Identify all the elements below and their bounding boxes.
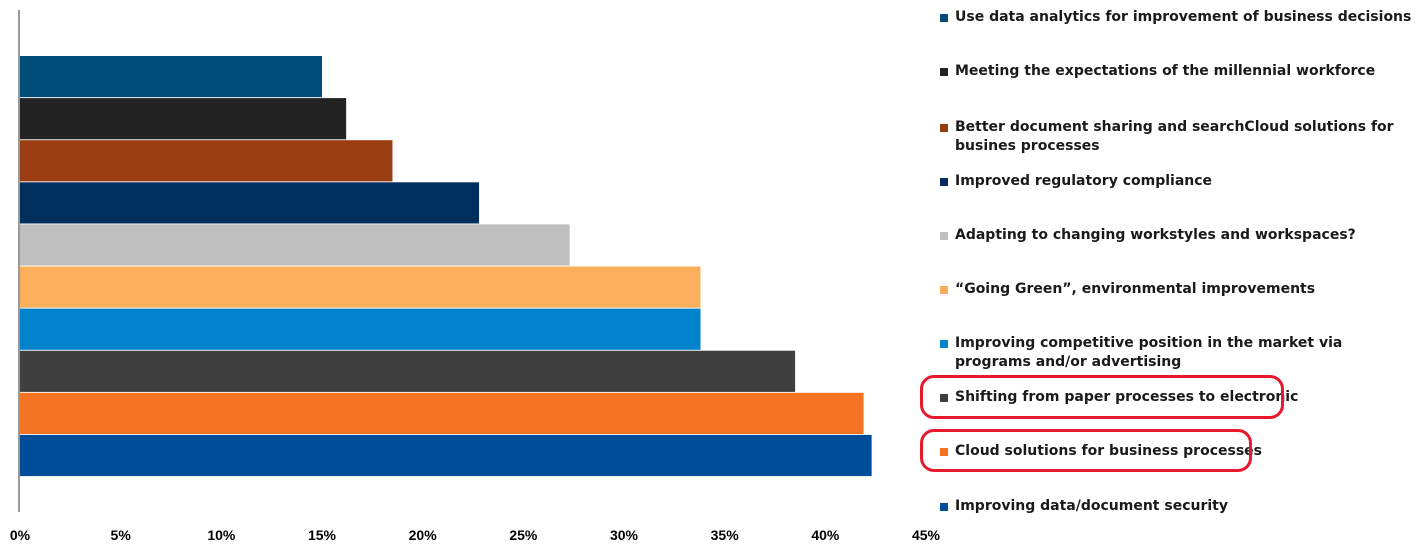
x-tick-label: 25% [509,527,538,543]
bar-4 [20,182,480,224]
bar-10 [20,434,872,477]
legend-swatch [940,68,948,76]
legend-swatch [940,14,948,22]
bar-chart: 0% 5% 10% 15% 20% 25% 30% 35% 40% 45% [10,10,940,543]
legend-item: Use data analytics for improvement of bu… [940,8,1416,27]
bars-group [20,56,872,477]
legend-label: Meeting the expectations of the millenni… [955,63,1376,79]
x-tick-label: 5% [111,527,132,543]
legend-swatch [940,340,948,348]
x-tick-label: 0% [10,527,31,543]
x-axis-ticks: 0% 5% 10% 15% 20% 25% 30% 35% 40% 45% [10,527,940,543]
x-tick-label: 20% [409,527,438,543]
legend-swatch [940,178,948,186]
legend-label: Adapting to changing workstyles and work… [955,227,1356,243]
x-tick-label: 10% [207,527,236,543]
bar-3 [20,140,393,182]
bar-5 [20,224,570,266]
legend-item: Meeting the expectations of the millenni… [940,62,1416,81]
legend-label: “Going Green”, environmental improvement… [955,281,1316,297]
legend-item: Improved regulatory compliance [940,172,1416,191]
bar-2 [20,98,347,140]
legend-label: Shifting from paper processes to electro… [955,389,1299,405]
bar-7 [20,308,701,350]
legend-item: Adapting to changing workstyles and work… [940,226,1416,245]
legend-item: Improving competitive position in the ma… [940,334,1416,372]
legend-item: Improving data/document security [940,497,1416,516]
legend-label: Cloud solutions for business processes [955,443,1262,459]
legend-item: Cloud solutions for business processes [940,442,1416,461]
legend-label: Improving data/document security [955,498,1228,514]
legend-item: “Going Green”, environmental improvement… [940,280,1416,299]
x-tick-label: 45% [912,527,940,543]
legend-swatch [940,448,948,456]
highlight-outline [920,429,1252,472]
legend-swatch [940,286,948,294]
legend-label: Improved regulatory compliance [955,173,1213,189]
highlight-outline [920,375,1284,419]
x-tick-label: 30% [610,527,639,543]
x-tick-label: 40% [811,527,840,543]
legend: Use data analytics for improvement of bu… [920,0,1416,544]
bar-1 [20,56,322,98]
bar-9 [20,392,864,434]
legend-item: Better document sharing and searchCloud … [940,118,1416,156]
legend-item: Shifting from paper processes to electro… [940,388,1416,407]
x-tick-label: 35% [711,527,740,543]
x-tick-label: 15% [308,527,337,543]
legend-swatch [940,232,948,240]
bar-6 [20,266,701,308]
bar-8 [20,350,796,392]
legend-swatch [940,394,948,402]
legend-label: Improving competitive position in the ma… [955,335,1343,370]
legend-label: Use data analytics for improvement of bu… [955,9,1412,25]
legend-swatch [940,124,948,132]
legend-label: Better document sharing and searchCloud … [955,119,1394,154]
legend-swatch [940,503,948,511]
